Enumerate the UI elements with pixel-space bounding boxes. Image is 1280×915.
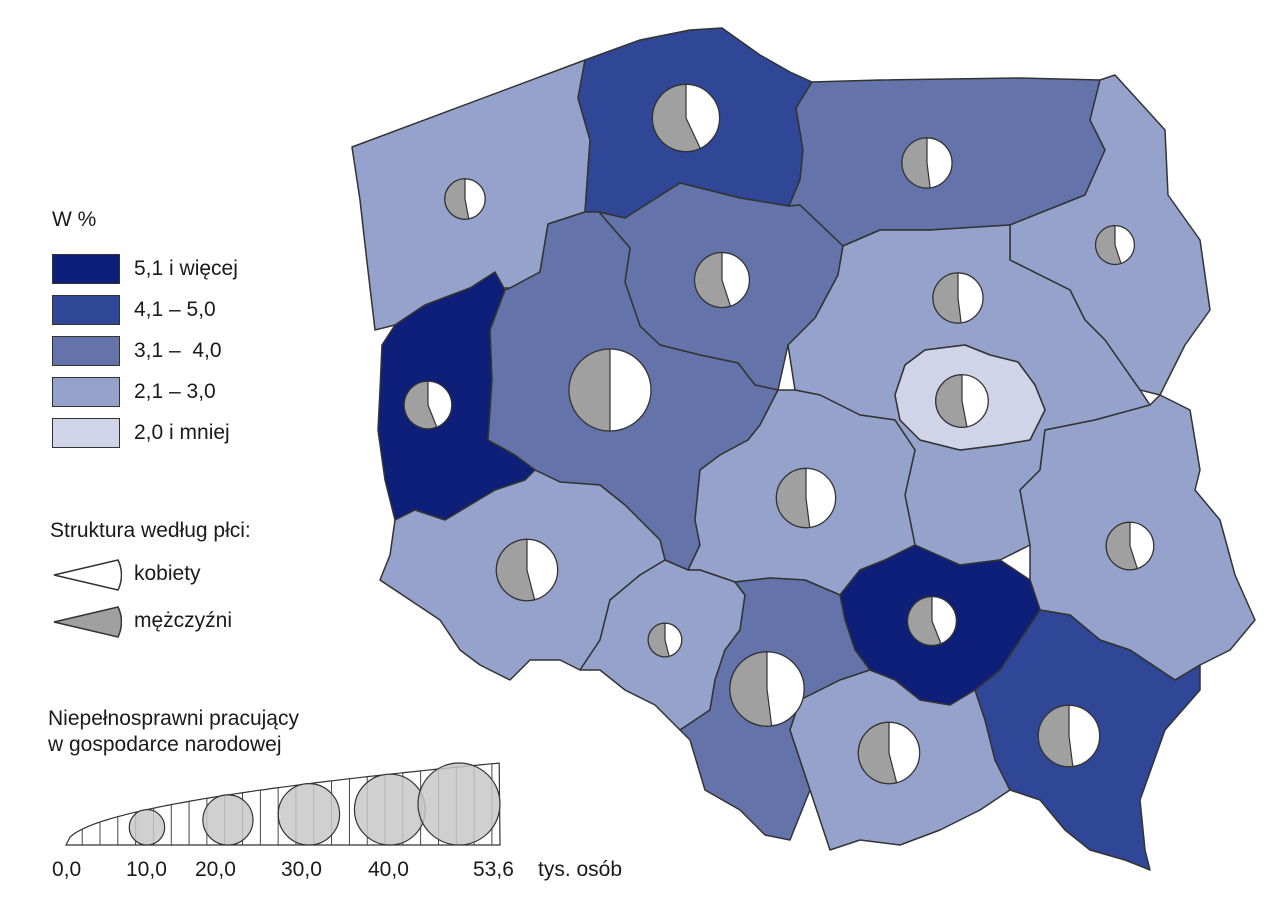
scale-tick: 10,0	[126, 858, 167, 881]
legend-label: 4,1 – 5,0	[134, 298, 216, 321]
size-scale-circle	[128, 808, 166, 846]
pie-wielkopolskie	[568, 348, 652, 432]
pie-men-sector	[1037, 704, 1074, 768]
pie-men-sector	[775, 467, 811, 529]
legend-swatch	[52, 418, 120, 448]
legend-men: mężczyźni	[52, 604, 232, 638]
size-scale-circle	[202, 794, 254, 846]
scale-unit: tys. osób	[538, 858, 623, 881]
pie-zachodniopomorskie	[444, 178, 486, 220]
pie-kujawsko-pomorskie	[693, 251, 751, 309]
pie-men-sector	[568, 348, 611, 432]
pie-men-sector	[1105, 521, 1139, 571]
pie-mazowieckie	[932, 272, 984, 324]
pie-podkarpackie	[1037, 704, 1101, 768]
pie-men-sector	[729, 651, 773, 727]
pie-podlaskie	[1094, 224, 1136, 266]
pie-men-sector	[495, 538, 536, 602]
scale-tick: 30,0	[281, 858, 322, 881]
scale-tick: 40,0	[368, 858, 409, 881]
men-sector-icon	[53, 606, 122, 638]
pie-men-sector	[935, 374, 968, 428]
pie-men-sector	[932, 272, 962, 324]
legend-title: W %	[52, 208, 97, 231]
legend-label: 3,1 – 4,0	[134, 339, 222, 362]
pie-men-sector	[1095, 224, 1122, 265]
legend-class-5: 2,0 i mniej	[52, 417, 230, 449]
pie-men-sector	[444, 178, 470, 220]
size-scale-graphic	[65, 762, 501, 846]
pie-men-sector	[651, 83, 702, 153]
legend-label: 5,1 i więcej	[134, 257, 238, 280]
legend-class-4: 2,1 – 3,0	[52, 376, 216, 408]
pie-dolnośląskie	[495, 538, 559, 602]
pie-pomorskie	[651, 83, 721, 153]
legend-swatch	[52, 295, 120, 325]
pie-opolskie	[647, 622, 683, 658]
scale-tick: 20,0	[195, 858, 236, 881]
size-scale-circle	[353, 773, 426, 846]
legend-label: 2,1 – 3,0	[134, 380, 216, 403]
legend-class-1: 5,1 i więcej	[52, 253, 238, 285]
pie-men-sector	[901, 137, 931, 189]
size-scale-circle	[417, 762, 501, 846]
size-scale-title: Niepełnosprawni pracujący w gospodarce n…	[48, 706, 299, 758]
pie-men-sector	[693, 251, 732, 309]
legend-swatch	[52, 377, 120, 407]
legend-swatch	[52, 254, 120, 284]
pie-świętokrzyskie	[906, 595, 958, 647]
pie-men-sector	[403, 380, 438, 430]
women-label: kobiety	[134, 562, 201, 585]
size-scale-title-line1: Niepełnosprawni pracujący	[48, 707, 299, 730]
scale-tick: 0,0	[52, 858, 82, 881]
pie-warmińsko-mazurskie	[901, 137, 953, 189]
size-scale-title-line2: w gospodarce narodowej	[48, 733, 282, 756]
legend-class-2: 4,1 – 5,0	[52, 294, 216, 326]
pie-m--st--Warszawa	[935, 374, 989, 428]
sex-structure-title: Struktura według płci:	[50, 519, 251, 542]
pie-men-sector	[907, 595, 942, 646]
scale-tick: 53,6	[473, 858, 514, 881]
legend-label: 2,0 i mniej	[134, 421, 230, 444]
pie-lubelskie	[1105, 521, 1155, 571]
men-label: mężczyźni	[134, 609, 233, 632]
pie-śląskie	[729, 651, 805, 727]
legend-swatch	[52, 336, 120, 366]
women-sector-icon	[53, 559, 122, 591]
pie-małopolskie	[857, 721, 921, 785]
pie-lubuskie	[403, 380, 453, 430]
size-scale-circle	[277, 783, 341, 846]
legend-women: kobiety	[52, 557, 201, 591]
legend-class-3: 3,1 – 4,0	[52, 335, 222, 367]
pie-men-sector	[647, 622, 670, 658]
pie-łódzkie	[775, 467, 837, 529]
pie-men-sector	[857, 721, 898, 785]
